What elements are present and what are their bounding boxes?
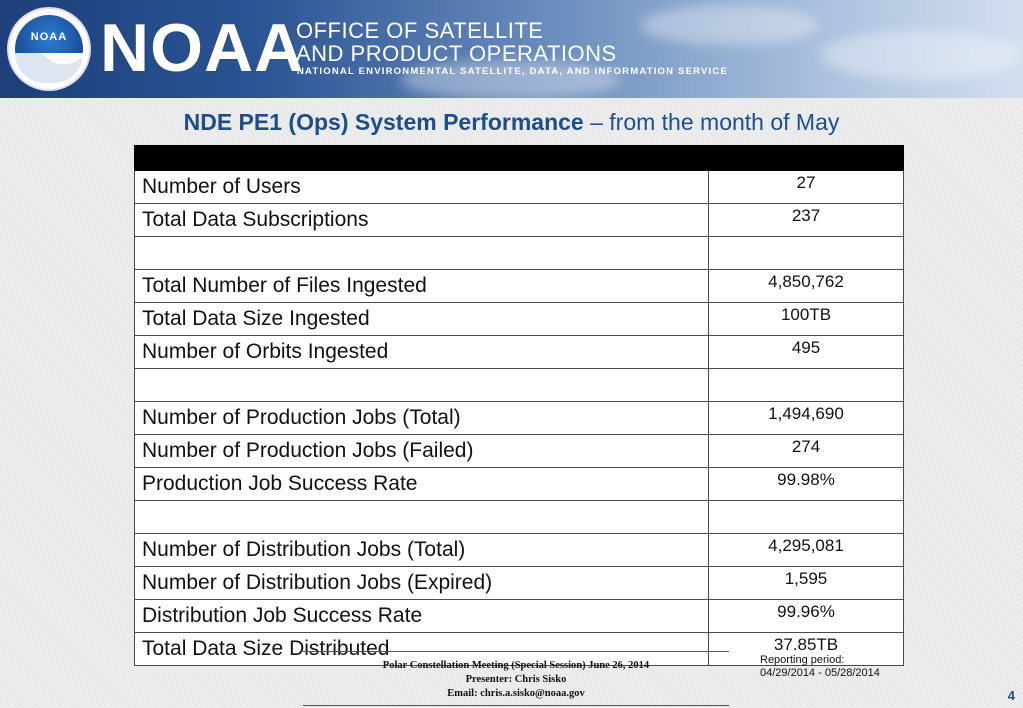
table-body: Number of Users 27 Total Data Subscriptio… [134, 170, 904, 666]
table-row [134, 236, 904, 270]
metric-label: Total Number of Files Ingested [134, 269, 709, 303]
metric-value: 99.98% [708, 467, 904, 501]
metric-label: Number of Production Jobs (Failed) [134, 434, 709, 468]
slide-title-rest: – from the month of May [583, 109, 840, 135]
metric-label: Number of Distribution Jobs (Total) [134, 533, 709, 567]
metric-value: 1,494,690 [708, 401, 904, 435]
presenter-name: Presenter: Chris Sisko [465, 674, 567, 685]
table-row: Number of Distribution Jobs (Total) 4,295… [134, 533, 904, 567]
office-line-2: AND PRODUCT OPERATIONS [296, 41, 617, 66]
cloud-decoration [640, 5, 820, 45]
metric-value [708, 368, 904, 402]
metric-value [708, 500, 904, 534]
brand-name: NOAA [100, 10, 305, 86]
presenter-email: Email: chris.a.sisko@noaa.gov [447, 688, 585, 699]
reporting-period-range: 04/29/2014 - 05/28/2014 [760, 667, 880, 679]
performance-table: Number of Users 27 Total Data Subscriptio… [134, 145, 904, 666]
table-row [134, 368, 904, 402]
metric-label: Production Job Success Rate [134, 467, 709, 501]
reporting-period-label: Reporting period: [760, 654, 845, 666]
metric-value [708, 236, 904, 270]
metric-value: 99.96% [708, 599, 904, 633]
cloud-decoration [400, 60, 620, 98]
reporting-period: Reporting period: 04/29/2014 - 05/28/201… [760, 654, 880, 680]
slide-title: NDE PE1 (Ops) System Performance – from … [0, 109, 1023, 136]
table-row [134, 500, 904, 534]
meeting-name: Polar Constellation Meeting (Special Ses… [382, 660, 650, 671]
header-cell [708, 145, 904, 171]
table-row: Number of Distribution Jobs (Expired) 1,5… [134, 566, 904, 600]
metric-label: Distribution Job Success Rate [134, 599, 709, 633]
table-row: Total Number of Files Ingested 4,850,762 [134, 269, 904, 303]
metric-value: 237 [708, 203, 904, 237]
metric-value: 4,850,762 [708, 269, 904, 303]
metric-label [134, 368, 709, 402]
metric-label: Number of Orbits Ingested [134, 335, 709, 369]
logo-text: NOAA [30, 31, 68, 43]
table-row: Number of Production Jobs (Failed) 274 [134, 434, 904, 468]
metric-label [134, 500, 709, 534]
table-row: Number of Production Jobs (Total) 1,494,6… [134, 401, 904, 435]
metric-label: Number of Production Jobs (Total) [134, 401, 709, 435]
metric-value: 4,295,081 [708, 533, 904, 567]
metric-value: 495 [708, 335, 904, 369]
nesdis-subtitle: NATIONAL ENVIRONMENTAL SATELLITE, DATA, … [297, 66, 728, 77]
metric-label [134, 236, 709, 270]
table-row: Production Job Success Rate 99.98% [134, 467, 904, 501]
metric-value: 37.85TB [708, 632, 904, 666]
office-line-1: OFFICE OF SATELLITE [296, 18, 544, 43]
table-row: Total Data Size Ingested 100TB [134, 302, 904, 336]
noaa-logo-icon: NOAA [9, 9, 89, 89]
metric-value: 27 [708, 170, 904, 204]
table-row: Number of Orbits Ingested 495 [134, 335, 904, 369]
table-row: Distribution Job Success Rate 99.96% [134, 599, 904, 633]
header-cell [134, 145, 709, 171]
table-row: Total Data Subscriptions 237 [134, 203, 904, 237]
footer-meeting-info: Polar Constellation Meeting (Special Ses… [303, 651, 729, 706]
metric-value: 1,595 [708, 566, 904, 600]
page-number: 4 [1007, 688, 1015, 703]
metric-label: Total Data Subscriptions [134, 203, 709, 237]
metric-label: Number of Distribution Jobs (Expired) [134, 566, 709, 600]
header-banner: NOAA NOAA OFFICE OF SATELLITE AND PRODUC… [0, 0, 1023, 98]
table-header-row [134, 145, 904, 171]
metric-label: Total Data Size Ingested [134, 302, 709, 336]
slide-title-bold: NDE PE1 (Ops) System Performance [183, 109, 584, 135]
table-row: Total Data Size Distributed 37.85TB [134, 632, 904, 666]
cloud-decoration [820, 30, 1020, 80]
metric-value: 274 [708, 434, 904, 468]
metric-value: 100TB [708, 302, 904, 336]
metric-label: Total Data Size Distributed [134, 632, 709, 666]
metric-label: Number of Users [134, 170, 709, 204]
table-row: Number of Users 27 [134, 170, 904, 204]
